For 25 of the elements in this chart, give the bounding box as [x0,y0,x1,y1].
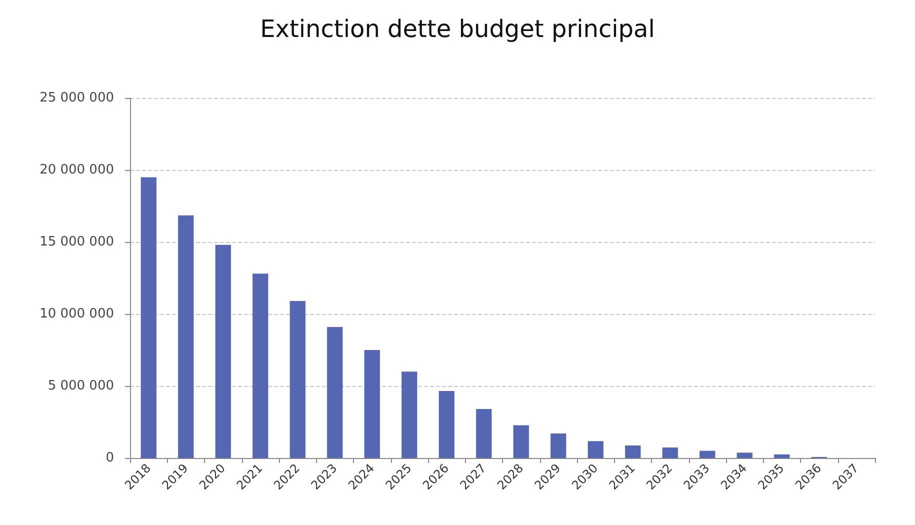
y-tick-label: 20 000 000 [40,162,114,178]
bar [662,447,678,458]
bar [178,215,194,458]
bar [700,450,716,458]
bar [402,372,418,458]
bar [252,274,268,458]
bar [327,326,343,458]
bar [513,425,529,458]
y-tick-label: 15 000 000 [40,234,114,250]
chart-title: Extinction dette budget principal [260,15,655,43]
bar [625,445,641,458]
bar [550,434,566,458]
bar [476,409,492,458]
bar [588,441,604,458]
bar [140,177,156,458]
y-tick-label: 25 000 000 [40,90,114,106]
y-tick-label: 5 000 000 [48,378,114,394]
bar [438,391,454,458]
bar [736,452,752,458]
bar [364,350,380,458]
bar [774,454,790,458]
bar [215,244,231,458]
bar [290,301,306,458]
y-tick-label: 0 [106,450,114,466]
y-tick-label: 10 000 000 [40,306,114,322]
